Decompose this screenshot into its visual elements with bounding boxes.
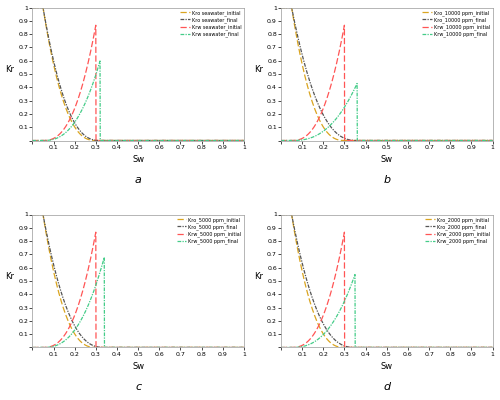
Legend: Kro_2000 ppm_initial, Kro_2000 ppm_final, Krw_2000 ppm_initial, Krw_2000 ppm_fin: Kro_2000 ppm_initial, Kro_2000 ppm_final… (424, 216, 491, 245)
X-axis label: Sw: Sw (132, 155, 144, 164)
Y-axis label: Kr: Kr (254, 272, 263, 281)
Legend: Kro_5000 ppm_initial, Kro_5000 ppm_final, Krw_5000 ppm_initial, Krw_5000 ppm_fin: Kro_5000 ppm_initial, Kro_5000 ppm_final… (176, 216, 242, 245)
X-axis label: Sw: Sw (380, 155, 393, 164)
Text: b: b (383, 175, 390, 185)
Y-axis label: Kr: Kr (254, 65, 263, 74)
Y-axis label: Kr: Kr (6, 272, 15, 281)
Y-axis label: Kr: Kr (6, 65, 15, 74)
X-axis label: Sw: Sw (132, 362, 144, 371)
Text: c: c (135, 382, 141, 392)
Legend: Kro_10000 ppm_initial, Kro_10000 ppm_final, Krw_10000 ppm_initial, Krw_10000 ppm: Kro_10000 ppm_initial, Kro_10000 ppm_fin… (421, 9, 491, 38)
X-axis label: Sw: Sw (380, 362, 393, 371)
Legend: Kro seawater_initial, Kro seawater_final, Krw seawater_initial, Krw seawater_fin: Kro seawater_initial, Kro seawater_final… (179, 9, 242, 38)
Text: a: a (134, 175, 141, 185)
Text: d: d (383, 382, 390, 392)
